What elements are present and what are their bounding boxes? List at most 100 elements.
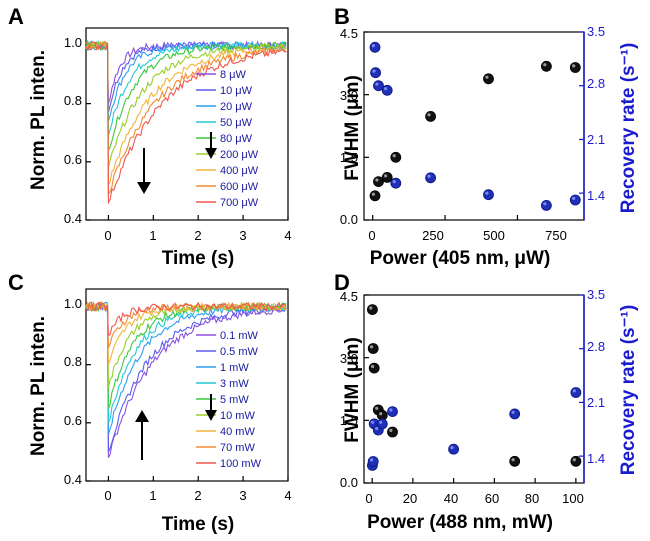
point-highlight: [375, 178, 379, 182]
panel-d-points: [366, 304, 582, 471]
point-highlight: [511, 410, 515, 414]
point-highlight: [389, 408, 393, 412]
pl-curve: [85, 300, 287, 350]
panel-c-letter: C: [8, 270, 24, 295]
panel-d-tick-marks: [364, 294, 584, 484]
recovery-rate-point: [570, 387, 582, 398]
pl-curve: [85, 40, 287, 186]
fwhm-point: [541, 60, 552, 72]
panel-a-xtick: 4: [284, 228, 291, 243]
panel-c: C Norm. PL inten. Time (s) 0.4 0.6 0.8 1…: [8, 270, 292, 535]
pl-curve: [85, 40, 287, 136]
recovery-rate-point: [381, 84, 393, 96]
panel-d-ytick: 4.5: [340, 289, 358, 304]
panel-a-curves: [85, 39, 287, 205]
legend-label: 100 mW: [220, 458, 262, 470]
panel-d: D FWHM (μm) Recovery rate (s⁻¹) Power (4…: [334, 270, 639, 533]
point-highlight: [450, 446, 454, 450]
point-highlight: [427, 113, 431, 117]
panel-d-xtick: 80: [525, 491, 539, 506]
fwhm-point: [569, 62, 581, 73]
legend-label: 8 μW: [220, 69, 247, 81]
panel-a-ytick: 1.0: [64, 35, 82, 50]
point-highlight: [392, 180, 396, 184]
recovery-rate-point: [369, 41, 381, 53]
point-highlight: [372, 69, 376, 73]
panel-c-curves: [85, 300, 287, 458]
panel-c-xtick: 1: [149, 488, 156, 503]
panel-a-xtick: 3: [239, 228, 246, 243]
point-highlight: [384, 87, 388, 91]
point-highlight: [543, 63, 547, 67]
panel-a-ytick: 0.6: [64, 152, 82, 167]
legend-label: 200 μW: [220, 149, 259, 161]
fwhm-point: [570, 455, 582, 467]
panel-d-ytick: 1.5: [340, 413, 358, 428]
panel-a-arrow-up-trend: [137, 148, 151, 194]
panel-c-xtick: 3: [239, 488, 246, 503]
panel-b: B FWHM (μm) Recovery rate (s⁻¹) Power (4…: [334, 4, 639, 269]
recovery-rate-point: [509, 408, 521, 420]
panel-d-ytick-right: 2.8: [587, 339, 605, 354]
panel-d-frame: [363, 294, 585, 484]
panel-c-xlabel: Time (s): [162, 514, 235, 535]
panel-c-xtick: 2: [194, 488, 201, 503]
pl-curve: [85, 301, 287, 424]
pl-curve: [85, 40, 287, 196]
panel-d-ytick-right: 1.4: [587, 451, 605, 466]
pl-curve: [85, 41, 287, 205]
panel-a-legend: 8 μW 10 μW 20 μW 50 μW 80 μW 200 μW 400 …: [196, 69, 259, 209]
recovery-rate-point: [370, 67, 382, 79]
panel-d-letter: D: [334, 270, 350, 295]
fwhm-point: [387, 426, 398, 438]
point-highlight: [371, 44, 375, 48]
point-highlight: [543, 202, 547, 206]
recovery-rate-point: [541, 199, 552, 211]
panel-a-xlabel: Time (s): [162, 248, 235, 269]
panel-b-xtick: 750: [545, 228, 567, 243]
panel-b-ylabel: FWHM (μm): [342, 75, 363, 181]
recovery-rate-point: [425, 172, 437, 184]
point-highlight: [379, 412, 383, 416]
fwhm-point: [369, 190, 381, 202]
panel-c-legend: 0.1 mW 0.5 mW 1 mW 3 mW 5 mW 10 mW 40 mW…: [196, 330, 262, 470]
panel-c-ytick: 1.0: [64, 296, 82, 311]
panel-b-ylabel-right: Recovery rate (s⁻¹): [618, 43, 639, 214]
point-highlight: [375, 426, 379, 431]
point-highlight: [379, 420, 383, 424]
legend-label: 0.1 mW: [220, 330, 259, 342]
recovery-rate-point: [448, 443, 460, 455]
point-highlight: [369, 306, 373, 310]
panel-d-ytick-right: 3.5: [587, 287, 605, 302]
panel-d-xtick: 0: [365, 491, 372, 506]
panel-c-arrow-up-trend: [135, 410, 149, 460]
panel-d-ylabel-right: Recovery rate (s⁻¹): [618, 305, 639, 476]
panel-c-ytick: 0.8: [64, 354, 82, 369]
point-highlight: [427, 174, 431, 178]
legend-label: 700 μW: [220, 197, 259, 209]
recovery-rate-point: [367, 456, 379, 467]
recovery-rate-point: [387, 406, 398, 418]
panel-b-xtick: 250: [422, 228, 444, 243]
panel-c-xtick: 0: [104, 488, 111, 503]
panel-d-ytick: 0.0: [340, 475, 358, 490]
recovery-rate-point: [376, 418, 388, 430]
panel-c-ytick: 0.4: [64, 472, 82, 487]
legend-label: 3 mW: [220, 378, 249, 390]
panel-d-xtick: 60: [485, 491, 499, 506]
panel-a-xtick: 1: [149, 228, 156, 243]
point-highlight: [572, 64, 576, 68]
panel-c-xtick: 4: [284, 488, 291, 503]
fwhm-point: [509, 455, 521, 467]
fwhm-point: [425, 111, 437, 122]
panel-b-ytick-right: 1.4: [587, 188, 605, 203]
panel-b-ytick: 4.5: [340, 26, 358, 41]
recovery-rate-point: [390, 177, 402, 189]
panel-d-xtick: 20: [403, 491, 417, 506]
legend-label: 40 mW: [220, 426, 255, 438]
fwhm-point: [381, 171, 393, 183]
point-highlight: [572, 389, 576, 393]
pl-curve: [85, 39, 287, 153]
panel-b-xtick: 500: [483, 228, 505, 243]
legend-label: 10 mW: [220, 410, 255, 422]
